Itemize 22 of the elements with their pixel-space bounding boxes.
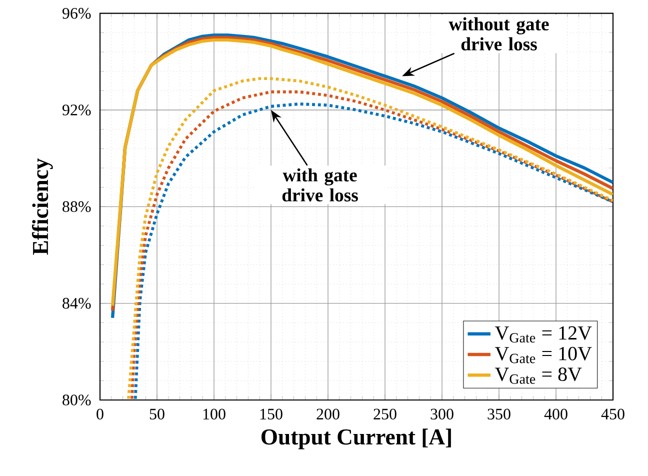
x-tick-label: 450 xyxy=(601,408,624,420)
annotation: without gate drive loss xyxy=(448,17,549,50)
x-axis-title: Output Current [A] xyxy=(261,428,451,450)
x-tick-label: 0 xyxy=(96,408,104,420)
y-tick-label: 96% xyxy=(62,8,91,19)
y-tick-label: 88% xyxy=(62,201,91,212)
x-tick-label: 100 xyxy=(203,408,226,420)
legend-label: V$_{Gate}$ = 12V xyxy=(494,326,592,343)
y-tick-label: 92% xyxy=(62,104,91,116)
x-tick-label: 50 xyxy=(150,408,164,420)
y-tick-label: 84% xyxy=(62,298,91,309)
legend-label: V$_{Gate}$ = 8V xyxy=(494,368,582,384)
y-tick-label: 80% xyxy=(62,394,91,406)
legend-label: V$_{Gate}$ = 10V xyxy=(494,346,592,364)
x-tick-label: 200 xyxy=(316,408,340,420)
x-tick-label: 150 xyxy=(260,408,282,420)
x-tick-label: 300 xyxy=(430,408,454,420)
x-tick-label: 250 xyxy=(374,408,396,420)
annotation: with gate drive loss xyxy=(282,168,358,202)
x-tick-label: 350 xyxy=(488,408,510,420)
y-axis-title: Efficiency xyxy=(32,158,53,255)
x-tick-label: 400 xyxy=(544,408,568,420)
